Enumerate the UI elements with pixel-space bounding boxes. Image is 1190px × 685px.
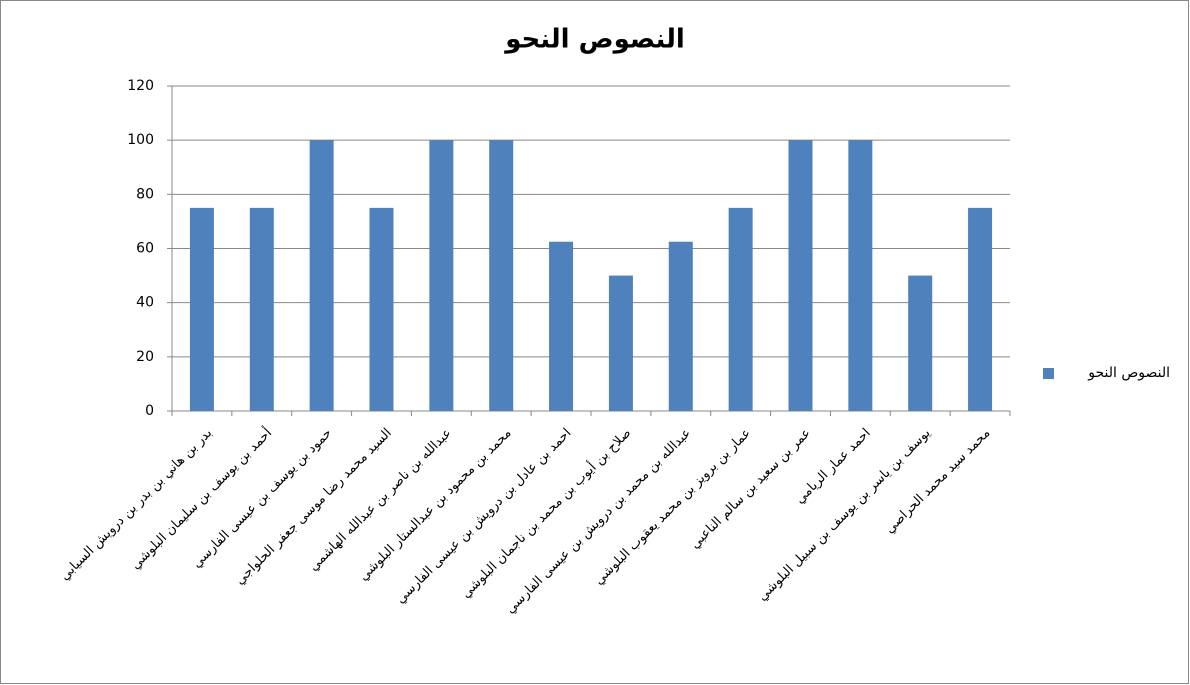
chart-title: النصوص النحو	[503, 25, 685, 55]
bar	[189, 207, 214, 411]
bar	[848, 140, 873, 411]
bar	[549, 241, 574, 411]
bar	[968, 207, 993, 411]
bar	[489, 140, 514, 411]
legend-swatch	[1043, 368, 1054, 379]
bar	[728, 207, 753, 411]
y-tick-label: 60	[136, 241, 154, 257]
bar	[788, 140, 813, 411]
y-tick-label: 20	[136, 349, 154, 365]
bar	[908, 275, 933, 411]
y-tick-label: 100	[127, 132, 154, 148]
bar	[608, 275, 633, 411]
bar	[668, 241, 693, 411]
bar	[249, 207, 274, 411]
y-tick-label: 120	[127, 78, 154, 94]
bar	[309, 140, 334, 411]
bar	[369, 207, 394, 411]
bar	[429, 140, 454, 411]
y-tick-label: 40	[136, 295, 154, 311]
legend-label: النصوص النحو	[1087, 365, 1170, 381]
y-tick-label: 80	[136, 186, 154, 202]
y-tick-label: 0	[145, 403, 154, 419]
